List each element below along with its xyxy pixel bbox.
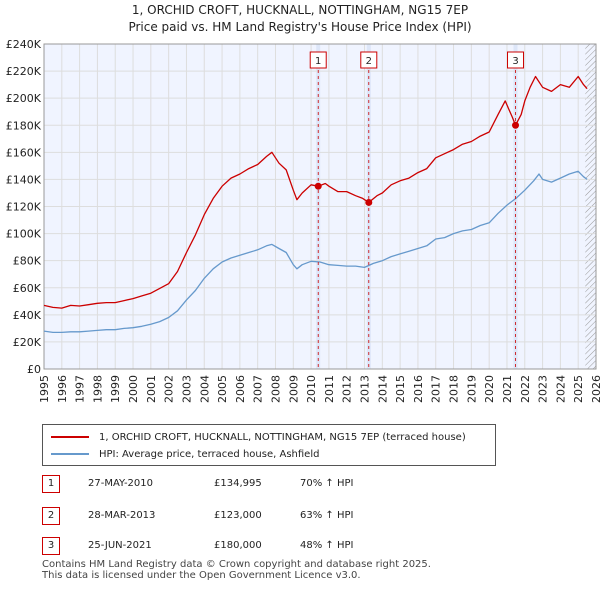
legend-item-hpi: HPI: Average price, terraced house, Ashf…	[51, 446, 319, 462]
sale-price: £180,000	[214, 540, 262, 551]
sale-number-label: 2	[366, 56, 372, 67]
y-tick-label: £220K	[6, 65, 42, 78]
x-tick-label: 2014	[376, 375, 389, 403]
sale-date: 28-MAR-2013	[88, 510, 156, 521]
y-tick-label: £160K	[6, 146, 42, 159]
x-tick-label: 2021	[501, 375, 514, 403]
price-chart: £0 £20K £40K £60K £80K £100K £120K £140K £160K £1…	[6, 38, 600, 403]
x-tick-label: 2001	[145, 375, 158, 403]
x-tick-label: 2018	[448, 375, 461, 403]
y-tick-label: £100K	[6, 228, 42, 241]
x-tick-label: 2010	[305, 375, 318, 403]
x-tick-label: 2026	[590, 375, 600, 403]
sale-number-badge: 3	[42, 537, 60, 555]
sale-point	[365, 198, 373, 206]
x-tick-label: 2006	[234, 375, 247, 403]
plot-frame	[43, 43, 597, 370]
sale-number-label: 3	[512, 56, 518, 67]
x-tick-label: 2024	[554, 375, 567, 403]
x-tick-label: 2011	[323, 375, 336, 403]
sale-date: 25-JUN-2021	[88, 540, 152, 551]
x-tick-label: 2016	[412, 375, 425, 403]
series-line-property	[43, 75, 588, 309]
legend-label-hpi: HPI: Average price, terraced house, Ashf…	[99, 448, 320, 460]
sale-number-box	[360, 51, 378, 69]
x-tick-label: 1998	[91, 375, 104, 403]
sale-number-box	[507, 51, 525, 69]
chart-legend: 1, ORCHID CROFT, HUCKNALL, NOTTINGHAM, N…	[42, 424, 496, 466]
chart-title: 1, ORCHID CROFT, HUCKNALL, NOTTINGHAM, N…	[131, 3, 469, 17]
y-tick-label: £200K	[6, 92, 42, 105]
x-tick-label: 2017	[430, 375, 443, 403]
sale-number-badge: 1	[42, 475, 60, 493]
x-tick-label: 1999	[109, 375, 122, 403]
sale-hpi-change: 70% ↑ HPI	[300, 478, 354, 489]
sale-hpi-change: 63% ↑ HPI	[300, 510, 354, 521]
footer-copyright: Contains HM Land Registry data © Crown c…	[42, 559, 431, 570]
y-tick-label: £60K	[13, 282, 42, 295]
table-row: 3 25-JUN-2021 £180,000 48% ↑ HPI	[42, 536, 482, 556]
x-tick-label: 2020	[483, 375, 496, 403]
sale-point	[512, 121, 520, 129]
x-tick-label: 2009	[287, 375, 300, 403]
sale-number-box	[309, 51, 327, 69]
sale-number-badge: 2	[42, 507, 60, 525]
chart-subtitle: Price paid vs. HM Land Registry's House …	[128, 20, 472, 34]
x-tick-label: 1997	[74, 375, 87, 403]
y-tick-label: £180K	[6, 119, 42, 132]
x-tick-label: 2002	[163, 375, 176, 403]
legend-label-property: 1, ORCHID CROFT, HUCKNALL, NOTTINGHAM, N…	[99, 431, 466, 443]
x-tick-label: 2000	[127, 375, 140, 403]
sale-hpi-change: 48% ↑ HPI	[300, 540, 354, 551]
x-tick-label: 2008	[269, 375, 282, 403]
y-tick-label: £0	[27, 363, 41, 376]
x-tick-label: 2015	[394, 375, 407, 403]
x-tick-label: 2013	[359, 375, 372, 403]
x-tick-label: 2023	[537, 375, 550, 403]
legend-item-property: 1, ORCHID CROFT, HUCKNALL, NOTTINGHAM, N…	[51, 429, 466, 445]
x-tick-label: 2004	[198, 375, 211, 403]
x-tick-label: 1996	[56, 375, 69, 403]
y-tick-label: £120K	[6, 201, 42, 214]
table-row: 1 27-MAY-2010 £134,995 70% ↑ HPI	[42, 474, 482, 494]
x-tick-label: 1995	[38, 375, 51, 403]
sale-point	[314, 182, 322, 190]
legend-swatch-hpi	[51, 453, 89, 455]
x-tick-label: 2005	[216, 375, 229, 403]
y-tick-label: £20K	[13, 336, 42, 349]
x-tick-label: 2019	[465, 375, 478, 403]
footer: Contains HM Land Registry data © Crown c…	[42, 559, 431, 581]
x-tick-label: 2022	[519, 375, 532, 403]
legend-swatch-property	[51, 436, 89, 438]
series-line-hpi	[43, 170, 588, 334]
y-tick-label: £140K	[6, 173, 42, 186]
sale-number-label: 1	[315, 56, 321, 67]
sale-price: £134,995	[214, 478, 262, 489]
y-tick-label: £80K	[13, 255, 42, 268]
footer-license: This data is licensed under the Open Gov…	[42, 570, 361, 581]
y-tick-label: £240K	[6, 38, 42, 51]
chart-title-block: 1, ORCHID CROFT, HUCKNALL, NOTTINGHAM, N…	[0, 2, 600, 36]
x-tick-label: 2012	[341, 375, 354, 403]
table-row: 2 28-MAR-2013 £123,000 63% ↑ HPI	[42, 506, 482, 526]
sale-price: £123,000	[214, 510, 262, 521]
y-tick-label: £40K	[13, 309, 42, 322]
sale-date: 27-MAY-2010	[88, 478, 154, 489]
x-tick-label: 2003	[180, 375, 193, 403]
x-tick-label: 2007	[252, 375, 265, 403]
x-tick-label: 2025	[572, 375, 585, 403]
